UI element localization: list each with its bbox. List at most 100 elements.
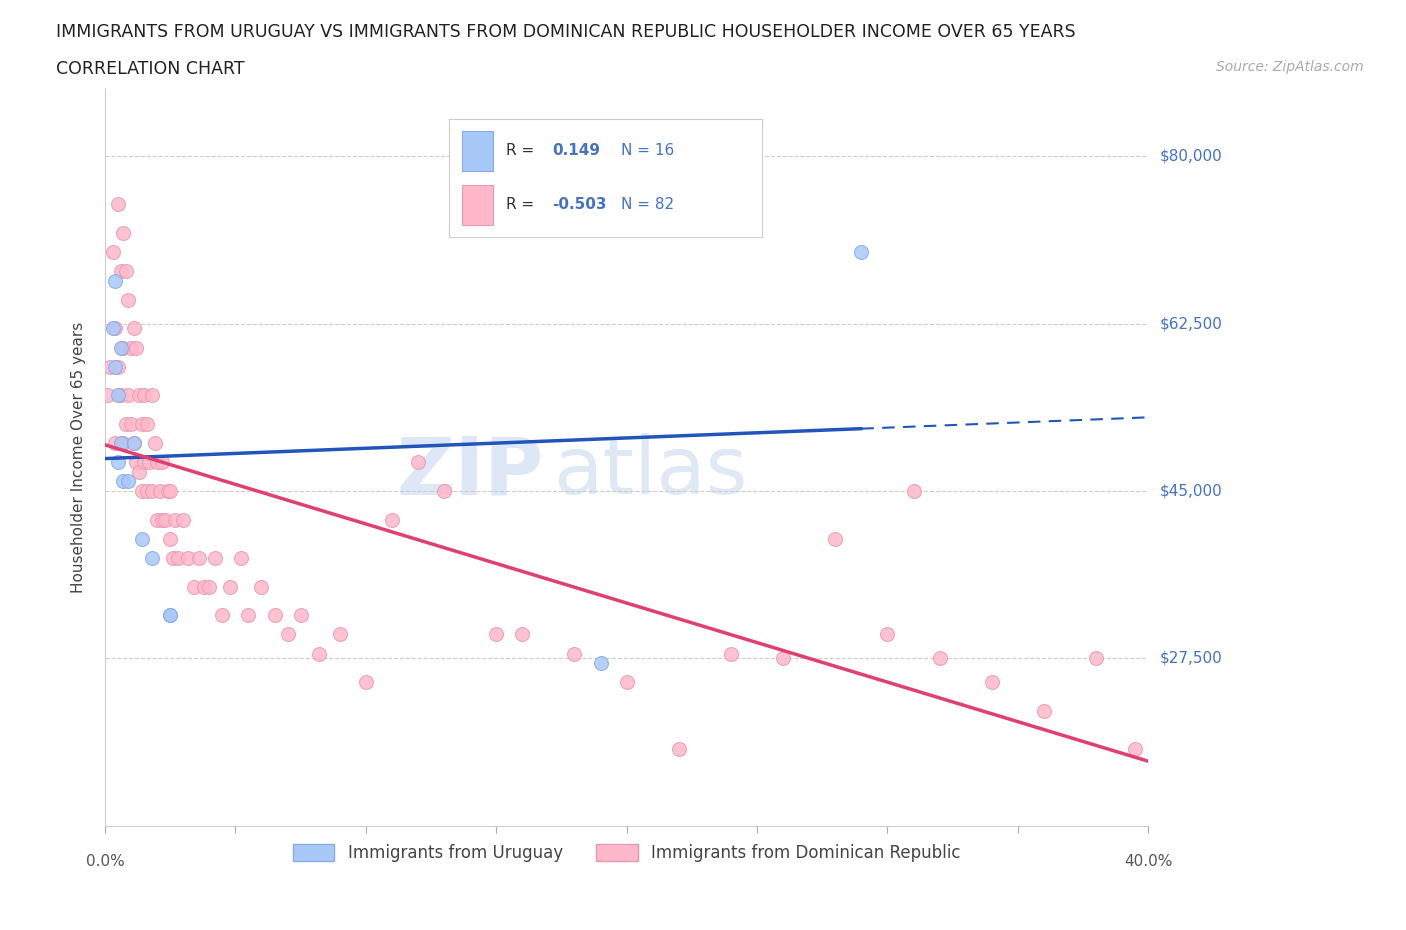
Text: $27,500: $27,500	[1160, 651, 1222, 666]
Point	[510, 627, 533, 642]
Point	[720, 646, 742, 661]
Text: IMMIGRANTS FROM URUGUAY VS IMMIGRANTS FROM DOMINICAN REPUBLIC HOUSEHOLDER INCOME: IMMIGRANTS FROM URUGUAY VS IMMIGRANTS FR…	[56, 23, 1076, 41]
Point	[110, 263, 132, 278]
Point	[211, 608, 233, 623]
Point	[104, 359, 127, 374]
Point	[107, 388, 129, 403]
Point	[616, 675, 638, 690]
Point	[107, 455, 129, 470]
Point	[928, 651, 950, 666]
Point	[125, 340, 148, 355]
Point	[824, 531, 846, 546]
Point	[219, 579, 242, 594]
Point	[772, 651, 794, 666]
Point	[135, 417, 157, 432]
Text: $80,000: $80,000	[1160, 149, 1222, 164]
Point	[177, 551, 200, 565]
Point	[125, 455, 148, 470]
Point	[263, 608, 285, 623]
Point	[122, 436, 145, 451]
Point	[122, 321, 145, 336]
Point	[98, 359, 121, 374]
Point	[141, 388, 163, 403]
Point	[149, 484, 172, 498]
Point	[120, 417, 142, 432]
Point	[128, 388, 150, 403]
Point	[128, 464, 150, 479]
Point	[112, 474, 135, 489]
Point	[117, 292, 139, 307]
Point	[589, 656, 612, 671]
Legend: Immigrants from Uruguay, Immigrants from Dominican Republic: Immigrants from Uruguay, Immigrants from…	[285, 837, 967, 869]
Point	[308, 646, 330, 661]
Point	[159, 608, 181, 623]
Point	[159, 484, 181, 498]
Point	[329, 627, 352, 642]
Point	[277, 627, 299, 642]
Point	[193, 579, 215, 594]
Point	[290, 608, 312, 623]
Point	[110, 388, 132, 403]
Point	[159, 608, 181, 623]
Point	[104, 273, 127, 288]
Point	[132, 388, 155, 403]
Text: Source: ZipAtlas.com: Source: ZipAtlas.com	[1216, 60, 1364, 74]
Text: ZIP: ZIP	[396, 433, 543, 512]
Point	[485, 627, 508, 642]
Text: 40.0%: 40.0%	[1125, 854, 1173, 869]
Point	[172, 512, 194, 527]
Point	[101, 245, 124, 259]
Point	[876, 627, 898, 642]
Point	[159, 531, 181, 546]
Point	[153, 512, 176, 527]
Point	[150, 512, 173, 527]
Point	[146, 455, 169, 470]
Point	[183, 579, 205, 594]
Point	[354, 675, 377, 690]
Text: atlas: atlas	[554, 433, 748, 512]
Point	[120, 340, 142, 355]
Point	[167, 551, 190, 565]
Point	[187, 551, 209, 565]
Point	[131, 531, 153, 546]
Point	[1123, 742, 1146, 757]
Point	[165, 512, 187, 527]
Point	[97, 388, 120, 403]
Point	[115, 263, 138, 278]
Point	[198, 579, 221, 594]
Point	[564, 646, 586, 661]
Point	[150, 455, 173, 470]
Point	[107, 359, 129, 374]
Point	[101, 321, 124, 336]
Point	[1033, 703, 1056, 718]
Point	[117, 388, 139, 403]
Point	[162, 551, 184, 565]
Point	[143, 436, 166, 451]
Point	[131, 484, 153, 498]
Point	[204, 551, 226, 565]
Point	[229, 551, 252, 565]
Point	[131, 417, 153, 432]
Text: $45,000: $45,000	[1160, 484, 1222, 498]
Point	[112, 225, 135, 240]
Point	[112, 436, 135, 451]
Y-axis label: Householder Income Over 65 years: Householder Income Over 65 years	[72, 322, 86, 593]
Point	[250, 579, 273, 594]
Point	[238, 608, 260, 623]
Point	[141, 551, 163, 565]
Point	[406, 455, 429, 470]
Point	[115, 417, 138, 432]
Point	[980, 675, 1002, 690]
Point	[110, 436, 132, 451]
Point	[146, 512, 169, 527]
Point	[433, 484, 456, 498]
Point	[122, 436, 145, 451]
Point	[132, 455, 155, 470]
Text: CORRELATION CHART: CORRELATION CHART	[56, 60, 245, 78]
Point	[381, 512, 404, 527]
Point	[104, 436, 127, 451]
Point	[135, 484, 157, 498]
Point	[117, 474, 139, 489]
Point	[156, 484, 179, 498]
Point	[138, 455, 160, 470]
